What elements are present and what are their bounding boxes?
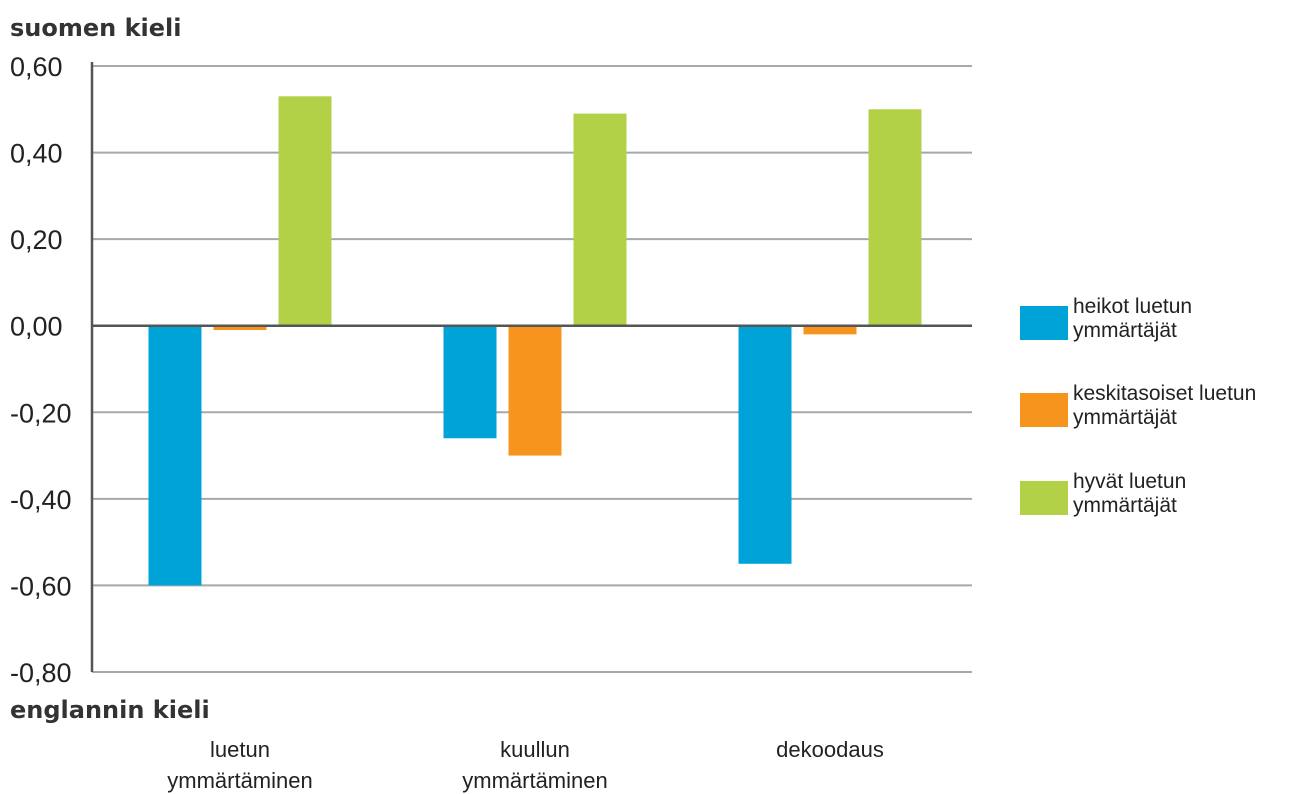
y-tick-label: -0,60 — [10, 571, 72, 601]
y-tick-label: 0,00 — [10, 312, 63, 342]
legend-swatch — [1020, 393, 1068, 427]
top-axis-label: suomen kieli — [10, 14, 182, 42]
legend-label: ymmärtäjät — [1073, 319, 1177, 342]
bar — [213, 325, 267, 331]
bar — [508, 325, 562, 456]
legend-label: heikot luetun — [1073, 295, 1192, 318]
category-label: ymmärtäminen — [462, 768, 607, 793]
bar — [148, 325, 202, 586]
legend-label: hyvät luetun — [1073, 470, 1186, 493]
bar — [738, 325, 792, 564]
bottom-axis-label: englannin kieli — [10, 696, 210, 724]
category-label: luetun — [210, 737, 270, 762]
y-tick-label: 0,40 — [10, 139, 63, 169]
legend-label: keskitasoiset luetun — [1073, 382, 1256, 405]
legend-label: ymmärtäjät — [1073, 406, 1177, 429]
y-tick-label: -0,20 — [10, 398, 72, 428]
category-label: dekoodaus — [776, 737, 884, 762]
bar — [443, 325, 497, 439]
category-label: kuullun — [500, 737, 570, 762]
y-tick-label: 0,60 — [10, 52, 63, 82]
category-labels: luetun ymmärtäminen kuullun ymmärtäminen dek… — [167, 737, 884, 793]
legend-label: ymmärtäjät — [1073, 494, 1177, 517]
y-tick-label: -0,80 — [10, 658, 72, 688]
legend-swatch — [1020, 481, 1068, 515]
bar — [573, 113, 627, 326]
y-axis-ticks: 0,60 0,40 0,20 0,00 -0,20 -0,40 -0,60 -0,80 — [10, 52, 72, 688]
bar — [803, 325, 857, 335]
bar — [868, 109, 922, 326]
bar — [278, 96, 332, 326]
legend-swatch — [1020, 306, 1068, 340]
y-tick-label: -0,40 — [10, 485, 72, 515]
gridlines — [92, 65, 972, 673]
bars — [148, 96, 922, 586]
category-label: ymmärtäminen — [167, 768, 312, 793]
y-tick-label: 0,20 — [10, 225, 63, 255]
